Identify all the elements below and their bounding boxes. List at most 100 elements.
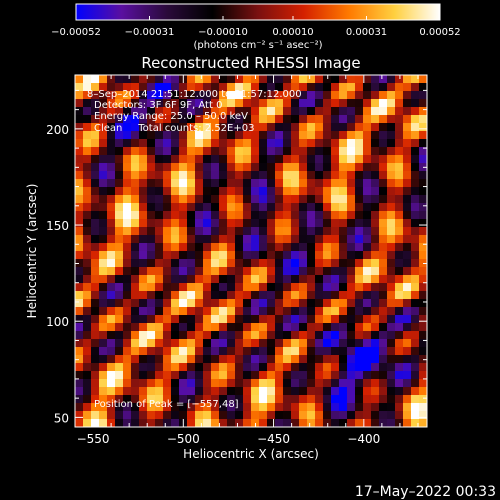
heatmap-cell <box>219 395 228 404</box>
heatmap-cell <box>267 363 276 372</box>
heatmap-cell <box>403 115 412 124</box>
heatmap-cell <box>211 219 220 228</box>
heatmap-cell <box>171 267 180 276</box>
heatmap-cell <box>195 403 204 412</box>
heatmap-cell <box>115 75 124 84</box>
heatmap-cell <box>411 283 420 292</box>
heatmap-cell <box>219 235 228 244</box>
heatmap-cell <box>179 155 188 164</box>
heatmap-cell <box>267 323 276 332</box>
heatmap-cell <box>235 147 244 156</box>
heatmap-cell <box>163 139 172 148</box>
heatmap-cell <box>123 131 132 140</box>
heatmap-cell <box>219 283 228 292</box>
heatmap-cell <box>171 211 180 220</box>
heatmap-cell <box>203 211 212 220</box>
heatmap-cell <box>195 243 204 252</box>
heatmap-cell <box>123 75 132 84</box>
heatmap-cell <box>299 355 308 364</box>
heatmap-cell <box>347 107 356 116</box>
heatmap-cell <box>211 291 220 300</box>
heatmap-cell <box>355 91 364 100</box>
heatmap-cell <box>347 291 356 300</box>
heatmap-cell <box>315 403 324 412</box>
heatmap-cell <box>355 275 364 284</box>
heatmap-cell <box>331 299 340 308</box>
heatmap-cell <box>211 299 220 308</box>
heatmap-cell <box>107 267 116 276</box>
heatmap-cell <box>347 283 356 292</box>
heatmap-cell <box>235 363 244 372</box>
heatmap-cell <box>323 307 332 316</box>
heatmap-cell <box>179 99 188 108</box>
heatmap-cell <box>251 323 260 332</box>
heatmap-cell <box>419 315 427 324</box>
heatmap-cell <box>115 403 124 412</box>
heatmap-cell <box>411 395 420 404</box>
heatmap-cell <box>243 283 252 292</box>
heatmap-cell <box>371 403 380 412</box>
heatmap-cell <box>99 419 108 427</box>
heatmap-cell <box>99 235 108 244</box>
heatmap-cell <box>75 355 84 364</box>
heatmap-cell <box>347 171 356 180</box>
heatmap-cell <box>155 291 164 300</box>
heatmap-cell <box>283 187 292 196</box>
heatmap-cell <box>315 195 324 204</box>
heatmap-cell <box>411 403 420 412</box>
heatmap-cell <box>259 355 268 364</box>
heatmap-cell <box>243 131 252 140</box>
heatmap-cell <box>355 235 364 244</box>
heatmap-cell <box>187 419 196 427</box>
heatmap-cell <box>163 403 172 412</box>
heatmap-cell <box>419 139 427 148</box>
heatmap-cell <box>339 131 348 140</box>
heatmap-cell <box>195 155 204 164</box>
heatmap-cell <box>235 307 244 316</box>
heatmap-cell <box>171 363 180 372</box>
heatmap-cell <box>235 243 244 252</box>
heatmap-cell <box>275 283 284 292</box>
heatmap-cell <box>331 379 340 388</box>
heatmap-cell <box>387 187 396 196</box>
heatmap-cell <box>299 291 308 300</box>
heatmap-cell <box>147 283 156 292</box>
heatmap-cell <box>147 115 156 124</box>
heatmap-cell <box>355 227 364 236</box>
heatmap-cell <box>147 179 156 188</box>
heatmap-cell <box>115 419 124 427</box>
heatmap-cell <box>299 195 308 204</box>
heatmap-cell <box>355 411 364 420</box>
heatmap-cell <box>115 187 124 196</box>
heatmap-cell <box>307 315 316 324</box>
heatmap-cell <box>307 259 316 268</box>
heatmap-cell <box>275 339 284 348</box>
heatmap-cell <box>227 83 236 92</box>
colorbar-unit-label: (photons cm⁻² s⁻¹ asec⁻²) <box>193 40 322 51</box>
heatmap-cell <box>355 123 364 132</box>
heatmap-cell <box>83 387 92 396</box>
heatmap-cell <box>147 171 156 180</box>
heatmap-cell <box>387 387 396 396</box>
heatmap-cell <box>179 227 188 236</box>
heatmap-cell <box>403 363 412 372</box>
heatmap-cell <box>139 99 148 108</box>
heatmap-cell <box>75 387 84 396</box>
heatmap-cell <box>323 163 332 172</box>
heatmap-cell <box>419 203 427 212</box>
heatmap-cell <box>75 227 84 236</box>
heatmap-cell <box>211 99 220 108</box>
heatmap-cell <box>291 235 300 244</box>
heatmap-cell <box>203 243 212 252</box>
heatmap-cell <box>219 147 228 156</box>
heatmap-cell <box>259 195 268 204</box>
heatmap-cell <box>219 91 228 100</box>
heatmap-cell <box>347 187 356 196</box>
heatmap-cell <box>299 91 308 100</box>
heatmap-cell <box>235 187 244 196</box>
heatmap-cell <box>83 283 92 292</box>
heatmap-cell <box>267 203 276 212</box>
heatmap-cell <box>243 219 252 228</box>
heatmap-cell <box>75 211 84 220</box>
heatmap-cell <box>203 187 212 196</box>
